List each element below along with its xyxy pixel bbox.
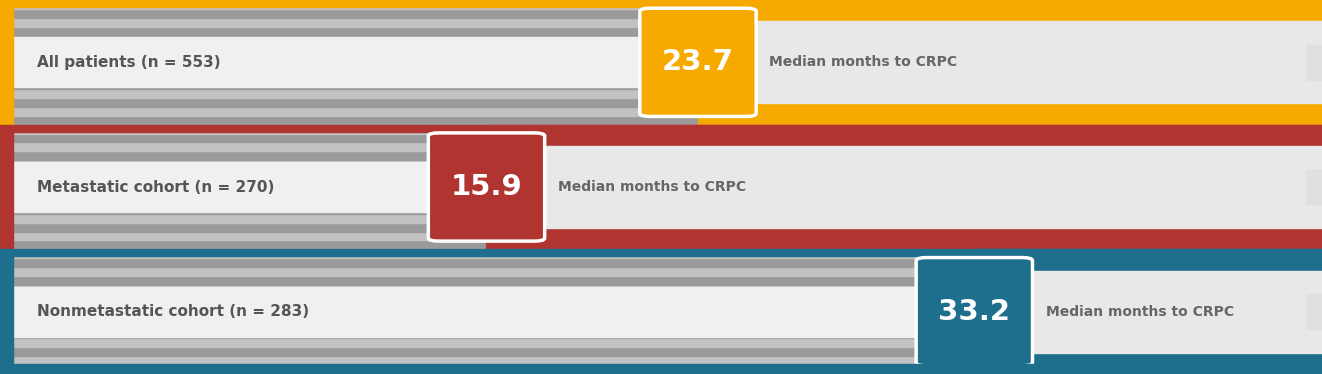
Bar xyxy=(0,249,13,374)
Text: Nonmetastatic cohort (n = 283): Nonmetastatic cohort (n = 283) xyxy=(37,304,309,319)
Bar xyxy=(0,9,1322,18)
Bar xyxy=(0,53,1322,62)
Bar xyxy=(0,134,1322,142)
Bar xyxy=(0,258,1322,267)
Bar xyxy=(13,287,972,337)
Bar xyxy=(0,151,1322,160)
Bar xyxy=(0,364,1322,374)
Text: Metastatic cohort (n = 270): Metastatic cohort (n = 270) xyxy=(37,180,275,194)
Bar xyxy=(0,89,1322,98)
Bar xyxy=(0,329,1322,338)
Bar xyxy=(0,18,1322,27)
Bar xyxy=(0,142,1322,151)
Bar xyxy=(0,294,1322,303)
Text: 23.7: 23.7 xyxy=(662,48,734,76)
Bar xyxy=(0,125,1322,132)
Bar xyxy=(13,162,484,212)
Text: Median months to CRPC: Median months to CRPC xyxy=(558,180,746,194)
Bar xyxy=(0,27,1322,36)
Bar xyxy=(0,178,1322,187)
Bar xyxy=(0,356,1322,365)
Bar xyxy=(0,276,1322,285)
Bar xyxy=(1306,45,1322,80)
FancyBboxPatch shape xyxy=(916,258,1032,366)
Bar xyxy=(0,36,1322,45)
Bar xyxy=(698,104,1322,125)
Text: 33.2: 33.2 xyxy=(939,298,1010,326)
Bar xyxy=(486,146,1322,228)
Bar xyxy=(1306,169,1322,205)
Bar xyxy=(0,80,1322,89)
Bar xyxy=(0,232,1322,240)
Bar xyxy=(0,249,1322,256)
FancyBboxPatch shape xyxy=(640,8,756,116)
Bar xyxy=(0,205,1322,214)
Bar xyxy=(0,214,1322,223)
Bar xyxy=(0,267,1322,276)
Bar xyxy=(0,321,1322,329)
Bar xyxy=(974,249,1322,270)
Bar xyxy=(0,62,1322,71)
Bar xyxy=(0,223,1322,232)
Bar xyxy=(0,169,1322,178)
Bar xyxy=(0,347,1322,356)
Bar xyxy=(1306,294,1322,329)
Bar xyxy=(486,228,1322,249)
Bar xyxy=(486,125,1322,146)
Bar xyxy=(698,21,1322,104)
Text: 15.9: 15.9 xyxy=(451,173,522,201)
Text: Median months to CRPC: Median months to CRPC xyxy=(1046,305,1233,319)
Bar xyxy=(974,353,1322,374)
FancyBboxPatch shape xyxy=(428,133,545,241)
Bar xyxy=(0,125,13,249)
Bar xyxy=(0,107,1322,116)
Bar xyxy=(0,249,1322,258)
Text: Median months to CRPC: Median months to CRPC xyxy=(769,55,957,69)
Text: All patients (n = 553): All patients (n = 553) xyxy=(37,55,221,70)
Bar xyxy=(0,240,1322,249)
Bar xyxy=(0,365,1322,374)
Bar xyxy=(13,37,695,87)
Bar xyxy=(0,338,1322,347)
Bar xyxy=(0,160,1322,169)
Bar xyxy=(0,196,1322,205)
Bar xyxy=(0,303,1322,312)
Bar xyxy=(0,285,1322,294)
Bar xyxy=(698,0,1322,21)
Bar xyxy=(0,0,1322,9)
Bar xyxy=(0,45,1322,53)
Bar xyxy=(0,116,1322,125)
Bar xyxy=(0,312,1322,321)
Bar xyxy=(0,125,1322,134)
Bar xyxy=(0,71,1322,80)
Bar xyxy=(0,0,13,125)
Bar xyxy=(0,187,1322,196)
Bar xyxy=(0,0,1322,7)
Bar xyxy=(974,270,1322,353)
Bar xyxy=(0,98,1322,107)
